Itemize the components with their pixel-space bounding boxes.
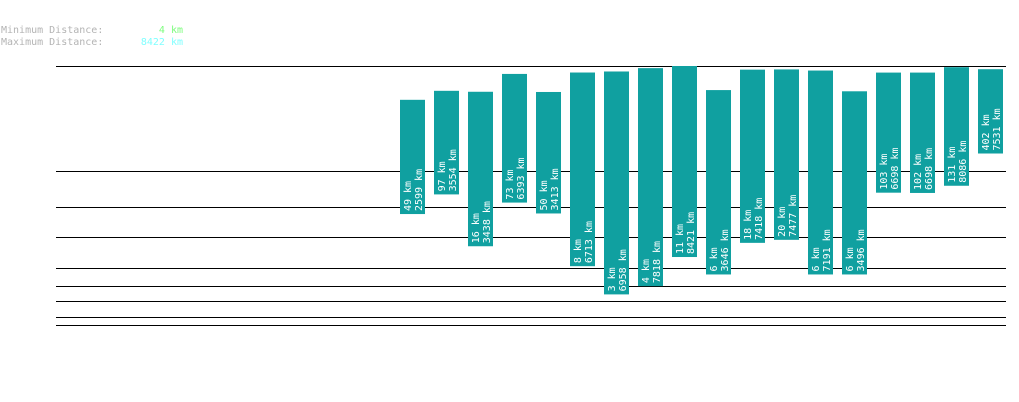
bar-min-label: 103 km [879,154,890,190]
bar-min-label: 4 km [641,259,652,283]
bar-max-label: 6393 km [516,157,527,199]
bar-min-label: 49 km [403,181,414,211]
bar-min-label: 73 km [505,169,516,199]
bar-max-label: 7477 km [788,195,799,237]
distance-bar [604,71,629,295]
bar-max-label: 7818 km [652,241,663,283]
min-distance-value: 4 km [158,25,183,36]
distance-bar [808,70,833,275]
bar-max-label: 7418 km [754,198,765,240]
distance-bar [706,90,731,275]
distance-bar [468,91,493,247]
bar-max-label: 3438 km [482,201,493,243]
bar-max-label: 2599 km [414,169,425,211]
min-distance-label: Minimum Distance: [1,25,104,36]
bar-max-label: 6958 km [618,249,629,291]
distance-bar [842,91,867,275]
distance-bar [774,69,799,240]
bar-max-label: 3554 km [448,149,459,191]
bar-min-label: 402 km [981,114,992,150]
distance-bar [672,66,697,258]
bar-min-label: 3 km [607,267,618,291]
bar-min-label: 6 km [709,247,720,271]
bar-max-label: 3413 km [550,168,561,210]
distance-summary: Minimum Distance: 4 km Maximum Distance: 8… [1,25,183,49]
bar-min-label: 6 km [811,247,822,271]
bar-max-label: 8421 km [686,212,697,254]
distance-bar [978,69,1003,154]
bar-min-label: 20 km [777,207,788,237]
distance-bar [876,72,901,193]
bar-min-label: 11 km [675,224,686,254]
distance-bar [740,69,765,243]
bar-max-label: 7191 km [822,229,833,271]
distance-bar [910,72,935,193]
distance-bar [638,68,663,287]
max-distance-label: Maximum Distance: [1,37,104,48]
distance-bar [502,73,527,203]
max-distance-row: Maximum Distance: 8422 km [1,37,183,49]
bar-min-label: 50 km [539,180,550,210]
bar-min-label: 8 km [573,239,584,263]
min-distance-row: Minimum Distance: 4 km [1,25,183,37]
distance-bar [536,91,561,214]
bar-max-label: 6698 km [924,148,935,190]
bar-min-label: 102 km [913,154,924,190]
bar-min-label: 6 km [845,247,856,271]
bar-max-label: 6713 km [584,221,595,263]
bar-min-label: 16 km [471,213,482,243]
bar-min-label: 131 km [947,147,958,183]
distance-bar [400,99,425,215]
bar-min-label: 97 km [437,161,448,191]
distance-bar [570,72,595,267]
distance-bar [434,90,459,195]
bar-max-label: 6698 km [890,148,901,190]
distance-bar [944,67,969,186]
bar-max-label: 3496 km [856,229,867,271]
bar-max-label: 8086 km [958,141,969,183]
bar-max-label: 3646 km [720,229,731,271]
bar-max-label: 7531 km [992,108,1003,150]
bar-min-label: 18 km [743,210,754,240]
max-distance-value: 8422 km [140,37,183,48]
